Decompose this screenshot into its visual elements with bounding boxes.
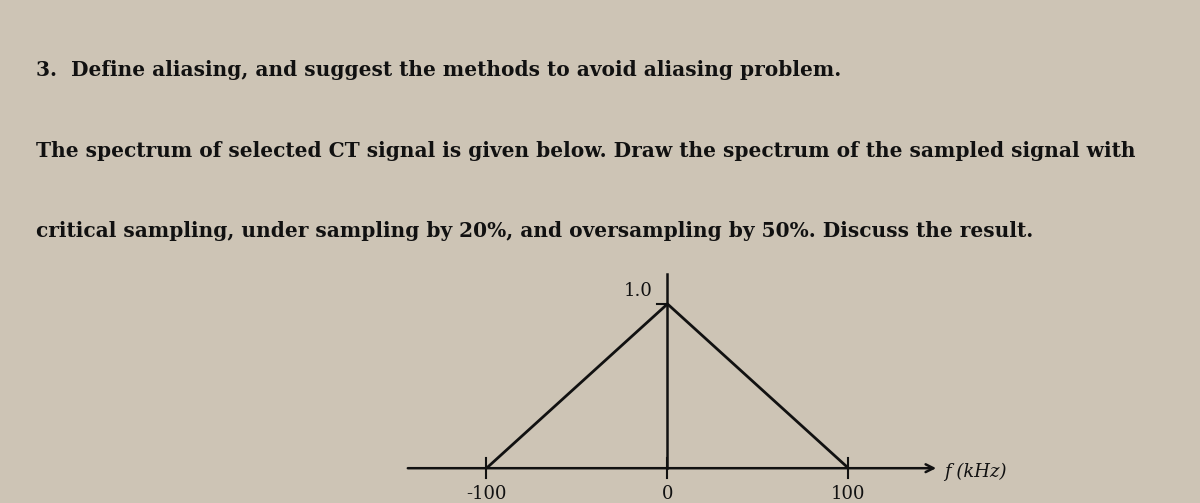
Text: The spectrum of selected CT signal is given below. Draw the spectrum of the samp: The spectrum of selected CT signal is gi… [36,141,1135,161]
Text: 100: 100 [832,484,865,502]
Text: 1.0: 1.0 [624,282,653,300]
Text: 3.  Define aliasing, and suggest the methods to avoid aliasing problem.: 3. Define aliasing, and suggest the meth… [36,60,841,80]
Text: f (kHz): f (kHz) [944,462,1007,480]
Text: 0: 0 [661,484,673,502]
Text: critical sampling, under sampling by 20%, and oversampling by 50%. Discuss the r: critical sampling, under sampling by 20%… [36,221,1033,241]
Text: -100: -100 [467,484,506,502]
